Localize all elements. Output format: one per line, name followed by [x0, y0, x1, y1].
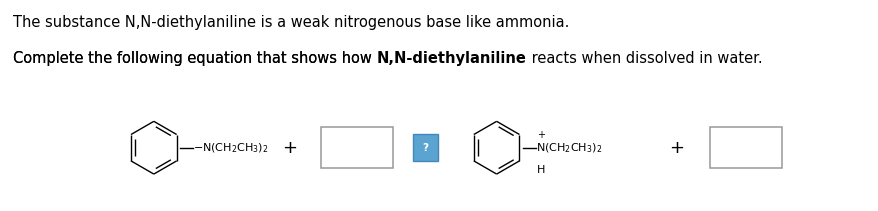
- Bar: [320, 127, 392, 168]
- Text: The substance N,N-diethylaniline is a weak nitrogenous base like ammonia.: The substance N,N-diethylaniline is a we…: [13, 15, 569, 30]
- Text: $\mathdefault{-N(CH_2CH_3)_2}$: $\mathdefault{-N(CH_2CH_3)_2}$: [193, 141, 269, 154]
- Text: N,N-diethylaniline: N,N-diethylaniline: [377, 51, 526, 66]
- Text: reacts when dissolved in water.: reacts when dissolved in water.: [526, 51, 761, 66]
- Text: Complete the following equation that shows how: Complete the following equation that sho…: [13, 51, 377, 66]
- Text: +: +: [282, 139, 298, 157]
- Text: Complete the following equation that shows how: Complete the following equation that sho…: [13, 51, 377, 66]
- Text: ?: ?: [422, 143, 428, 153]
- Bar: [709, 127, 781, 168]
- Text: +: +: [668, 139, 684, 157]
- Bar: [413, 134, 437, 161]
- Text: +: +: [536, 130, 544, 140]
- Text: H: H: [536, 165, 544, 175]
- Text: $\mathdefault{N(CH_2CH_3)_2}$: $\mathdefault{N(CH_2CH_3)_2}$: [536, 141, 601, 154]
